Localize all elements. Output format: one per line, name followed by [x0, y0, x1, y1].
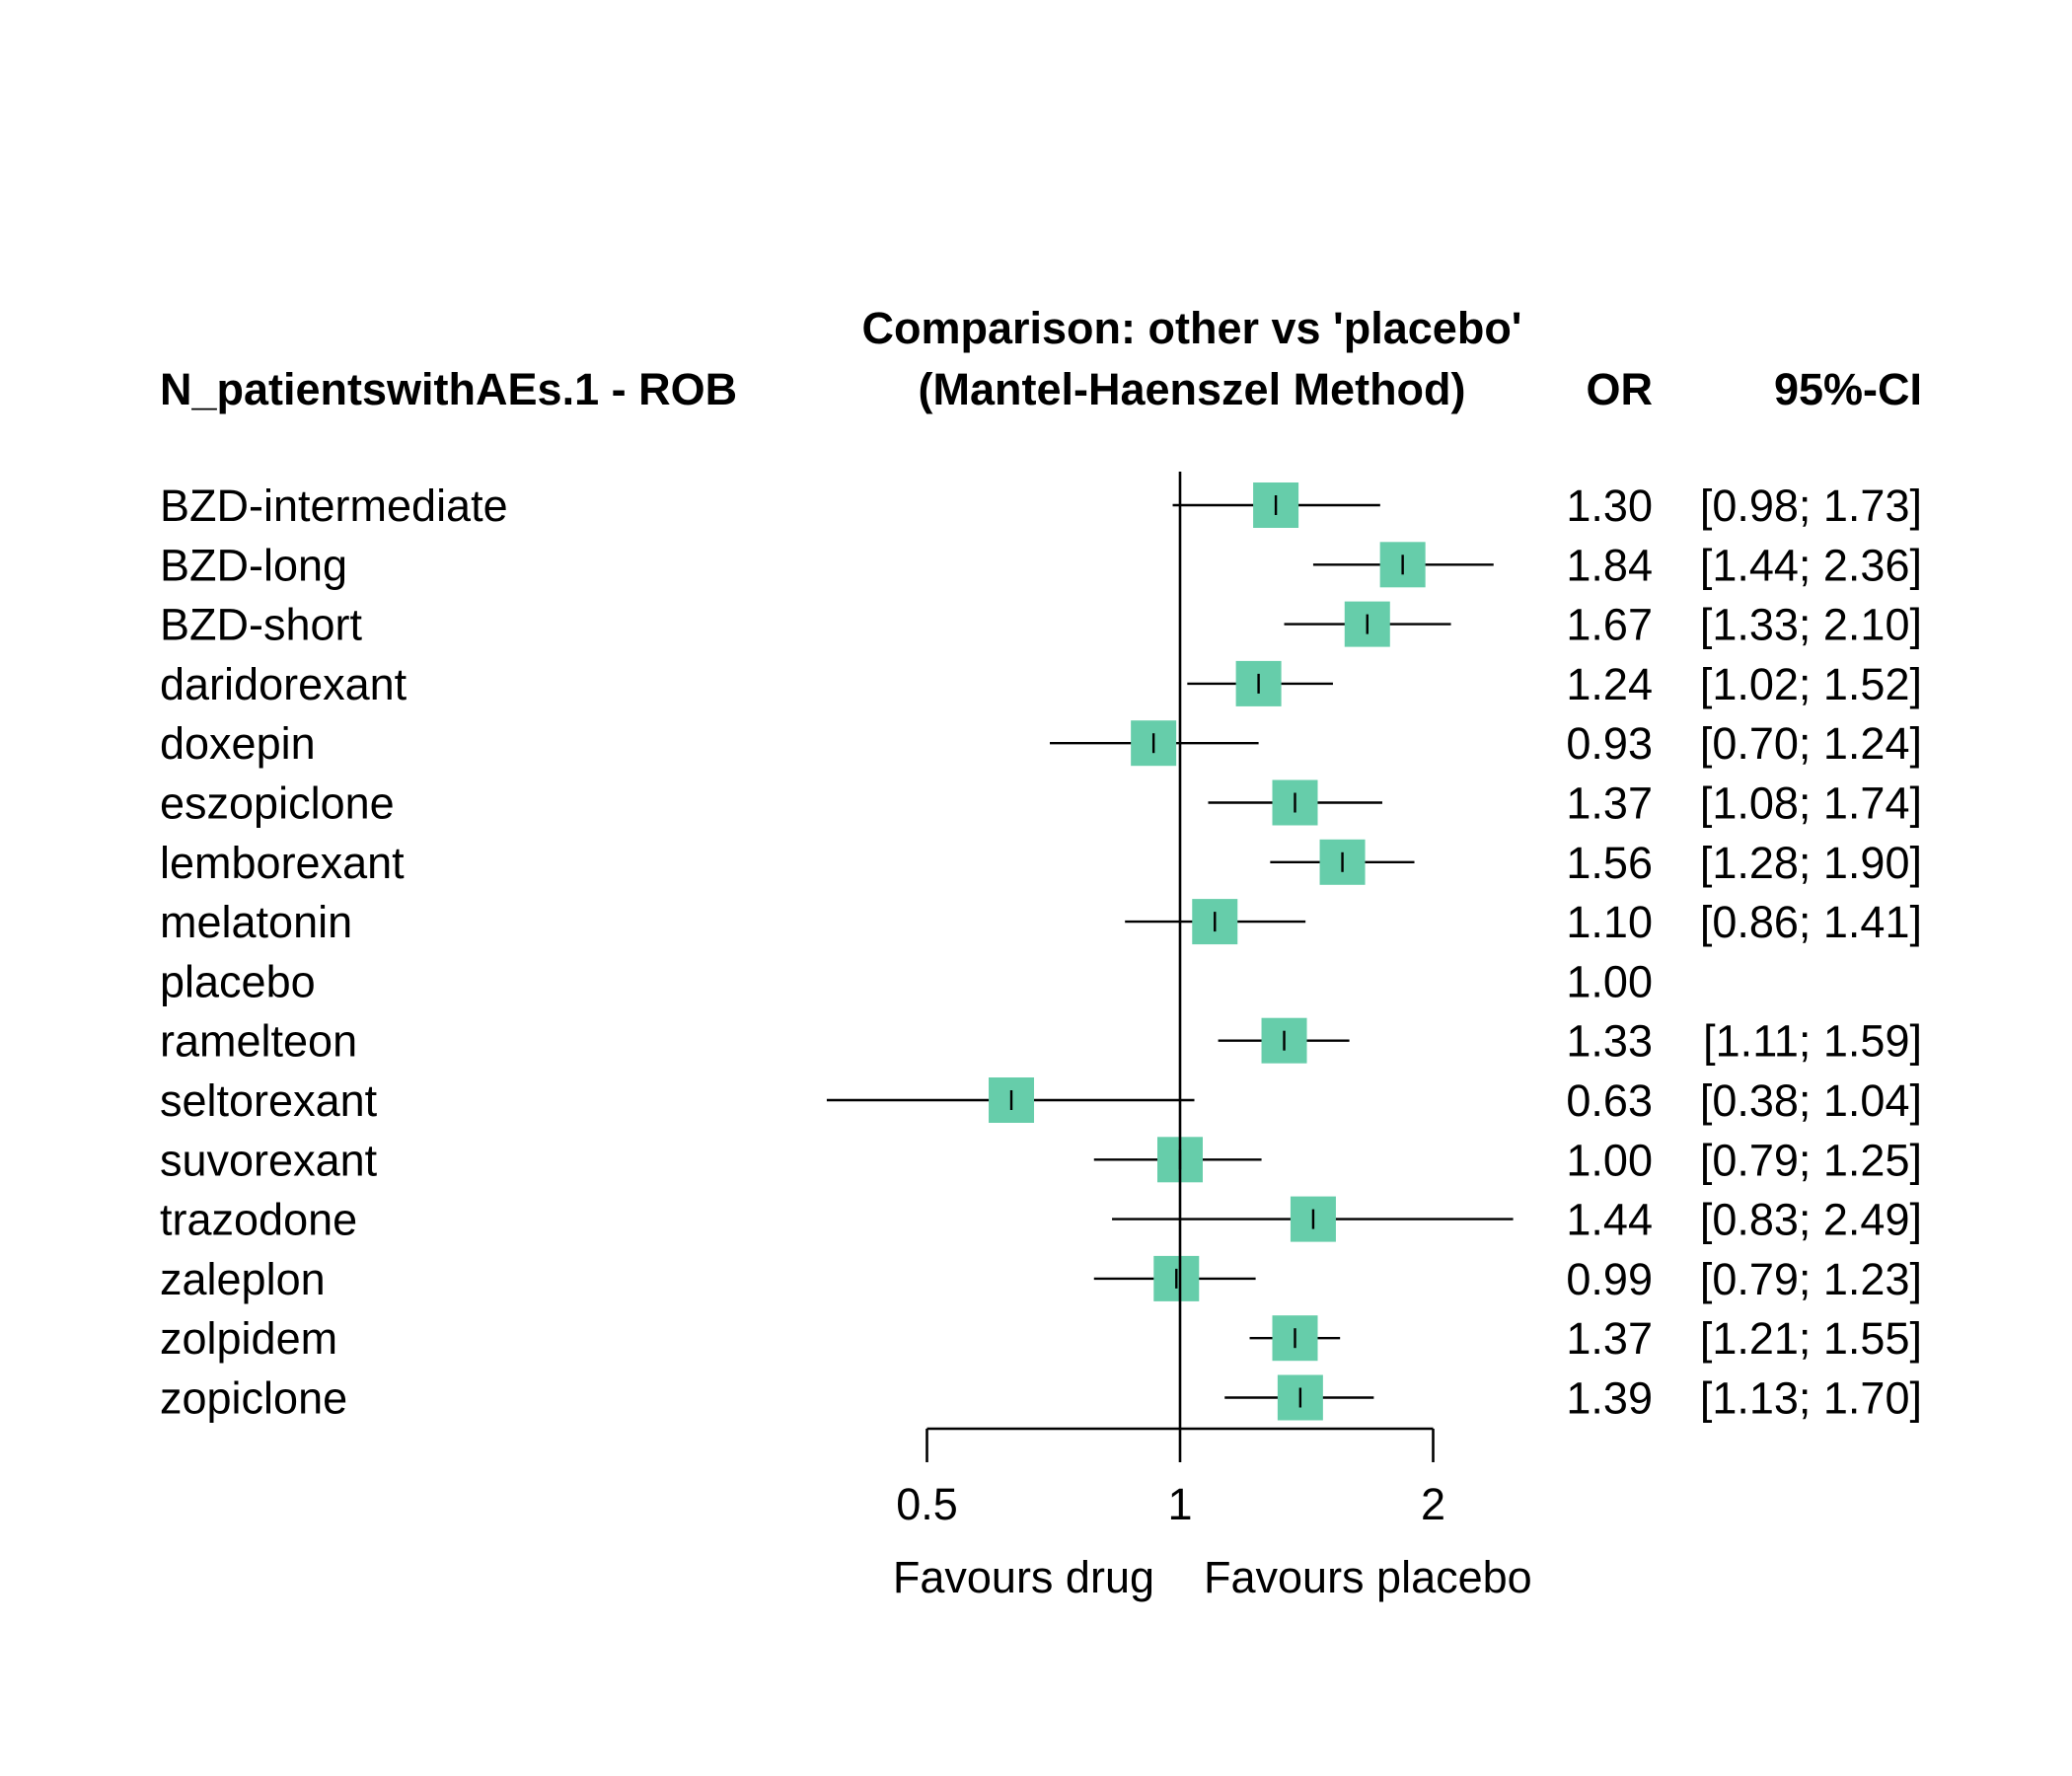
- forest-row: BZD-long 1.84 [1.44; 2.36]: [160, 540, 1922, 590]
- ci-value: [0.98; 1.73]: [1700, 481, 1922, 531]
- row-label: zopiclone: [160, 1373, 347, 1424]
- or-value: 0.99: [1566, 1254, 1653, 1304]
- study-rows: BZD-intermediate 1.30 [0.98; 1.73] BZD-long…: [160, 481, 1922, 1424]
- row-label: doxepin: [160, 718, 316, 769]
- ci-value: [0.38; 1.04]: [1700, 1075, 1922, 1126]
- or-value: 1.10: [1566, 897, 1653, 947]
- forest-row: daridorexant 1.24 [1.02; 1.52]: [160, 659, 1922, 709]
- ci-value: [0.83; 2.49]: [1700, 1195, 1922, 1245]
- forest-row: BZD-intermediate 1.30 [0.98; 1.73]: [160, 481, 1922, 531]
- or-value: 0.93: [1566, 718, 1653, 769]
- or-value: 1.30: [1566, 481, 1653, 531]
- x-tick-label: 0.5: [896, 1479, 958, 1529]
- forest-row: melatonin 1.10 [0.86; 1.41]: [160, 897, 1922, 947]
- or-value: 1.37: [1566, 1313, 1653, 1364]
- row-label: zaleplon: [160, 1254, 326, 1304]
- or-value: 1.39: [1566, 1373, 1653, 1424]
- forest-row: BZD-short 1.67 [1.33; 2.10]: [160, 600, 1922, 650]
- forest-row: zaleplon 0.99 [0.79; 1.23]: [160, 1254, 1922, 1304]
- forest-row: doxepin 0.93 [0.70; 1.24]: [160, 718, 1922, 769]
- chart-title-line1: Comparison: other vs 'placebo': [861, 303, 1521, 353]
- ci-value: [1.44; 2.36]: [1700, 540, 1922, 590]
- chart-title-line2: (Mantel-Haenszel Method): [918, 364, 1465, 414]
- x-axis: 0.5 1 2: [896, 1427, 1445, 1529]
- or-value: 1.00: [1566, 1135, 1653, 1185]
- or-value: 1.44: [1566, 1195, 1653, 1245]
- ci-column-header: 95%-CI: [1774, 364, 1922, 414]
- or-value: 1.37: [1566, 778, 1653, 829]
- forest-row: lemborexant 1.56 [1.28; 1.90]: [160, 838, 1922, 888]
- row-label: BZD-intermediate: [160, 481, 508, 531]
- forest-row: trazodone 1.44 [0.83; 2.49]: [160, 1195, 1922, 1245]
- ci-value: [1.02; 1.52]: [1700, 659, 1922, 709]
- or-value: 0.63: [1566, 1075, 1653, 1126]
- ci-value: [1.33; 2.10]: [1700, 600, 1922, 650]
- or-value: 1.84: [1566, 540, 1653, 590]
- forest-row: suvorexant 1.00 [0.79; 1.25]: [160, 1135, 1922, 1185]
- row-label: ramelteon: [160, 1016, 357, 1067]
- row-label: BZD-long: [160, 540, 347, 590]
- x-tick-label: 1: [1167, 1479, 1192, 1529]
- row-label: placebo: [160, 956, 316, 1006]
- row-label: daridorexant: [160, 659, 407, 709]
- row-label: lemborexant: [160, 838, 405, 888]
- forest-row: zopiclone 1.39 [1.13; 1.70]: [160, 1373, 1922, 1424]
- forest-row: eszopiclone 1.37 [1.08; 1.74]: [160, 778, 1922, 829]
- ci-value: [1.08; 1.74]: [1700, 778, 1922, 829]
- or-value: 1.00: [1566, 956, 1653, 1006]
- row-label: eszopiclone: [160, 778, 395, 829]
- ci-value: [1.21; 1.55]: [1700, 1313, 1922, 1364]
- ci-value: [0.70; 1.24]: [1700, 718, 1922, 769]
- or-value: 1.33: [1566, 1016, 1653, 1067]
- row-label: zolpidem: [160, 1313, 337, 1364]
- ci-value: [1.13; 1.70]: [1700, 1373, 1922, 1424]
- row-label: suvorexant: [160, 1135, 378, 1185]
- row-label: melatonin: [160, 897, 352, 947]
- or-column-header: OR: [1587, 364, 1654, 414]
- x-tick-label: 2: [1421, 1479, 1445, 1529]
- or-value: 1.56: [1566, 838, 1653, 888]
- row-label: trazodone: [160, 1195, 357, 1245]
- forest-row: ramelteon 1.33 [1.11; 1.59]: [160, 1016, 1922, 1067]
- or-value: 1.67: [1566, 600, 1653, 650]
- favours-placebo-label: Favours placebo: [1204, 1552, 1532, 1602]
- ci-value: [0.79; 1.23]: [1700, 1254, 1922, 1304]
- favours-drug-label: Favours drug: [893, 1552, 1154, 1602]
- ci-value: [1.11; 1.59]: [1703, 1016, 1922, 1067]
- forest-row: placebo 1.00: [160, 956, 1653, 1006]
- ci-value: [1.28; 1.90]: [1700, 838, 1922, 888]
- ci-value: [0.79; 1.25]: [1700, 1135, 1922, 1185]
- left-column-header: N_patientswithAEs.1 - ROB: [160, 364, 737, 414]
- or-value: 1.24: [1566, 659, 1653, 709]
- ci-value: [0.86; 1.41]: [1700, 897, 1922, 947]
- forest-row: zolpidem 1.37 [1.21; 1.55]: [160, 1313, 1922, 1364]
- forest-row: seltorexant 0.63 [0.38; 1.04]: [160, 1075, 1922, 1126]
- row-label: seltorexant: [160, 1075, 378, 1126]
- row-label: BZD-short: [160, 600, 363, 650]
